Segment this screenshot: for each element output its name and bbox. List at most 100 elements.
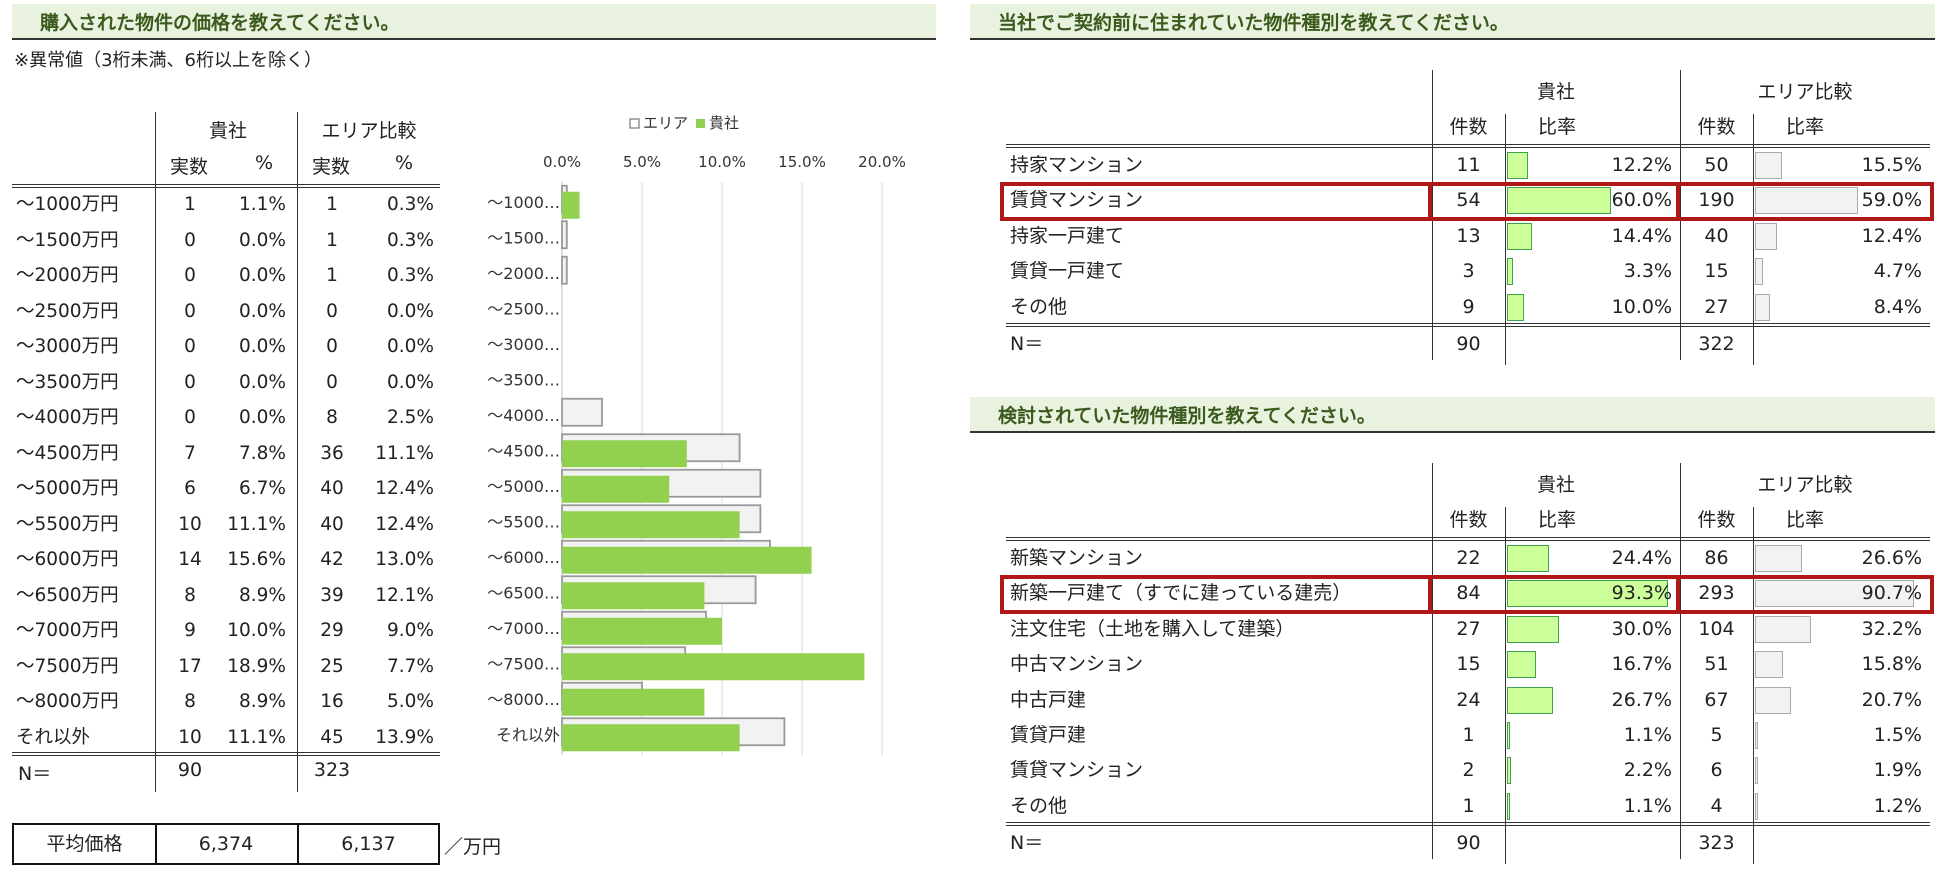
n-own: 90 [1456, 832, 1481, 855]
own-ratio: 1.1% [1623, 794, 1672, 817]
area-count: 190 [1698, 189, 1735, 212]
row-label: ～7500万円 [16, 655, 119, 677]
own-count: 0 [184, 229, 196, 251]
category-label: ～2000… [487, 264, 560, 283]
table-row: ～1500万円 0 0.0% 1 0.3% [12, 223, 440, 258]
left-header-rule [12, 184, 440, 188]
area-ratio: 1.2% [1873, 794, 1922, 817]
own-ratio: 26.7% [1611, 688, 1672, 711]
row-label: その他 [1010, 794, 1068, 817]
avg-price-label: 平均価格 [12, 823, 157, 865]
avg-price-area: 6,137 [297, 823, 440, 865]
row-label: 中古戸建 [1010, 688, 1087, 711]
area-ratio: 59.0% [1861, 189, 1922, 212]
own-ratio-header: 比率 [1538, 116, 1577, 138]
own-pct: 0.0% [239, 300, 286, 322]
own-ratio: 60.0% [1611, 189, 1672, 212]
area-ratio: 15.5% [1861, 154, 1922, 176]
left-n-label: N＝ [18, 763, 52, 785]
category-label: ～4000… [487, 406, 560, 425]
left-n-rule [12, 752, 440, 756]
own-count: 8 [184, 584, 196, 606]
area-count: 29 [320, 620, 344, 641]
own-ratio: 2.2% [1623, 759, 1672, 782]
table-row: ～6500万円 8 8.9% 39 12.1% [12, 578, 440, 613]
area-ratio-bar [1755, 722, 1758, 749]
price-section-title: 購入された物件の価格を教えてください。 [40, 12, 400, 34]
own-pct: 8.9% [239, 691, 286, 712]
area-pct: 12.4% [375, 478, 434, 499]
area-pct: 0.3% [387, 229, 434, 251]
own-pct: 1.1% [239, 194, 286, 215]
left-n-area: 323 [313, 759, 351, 781]
area-ratio-header: 比率 [1786, 509, 1825, 531]
row-label: ～2000万円 [16, 265, 119, 286]
own-ratio-bar [1507, 686, 1554, 714]
own-count: 9 [184, 620, 196, 641]
row-label: ～8000万円 [16, 691, 119, 712]
own-count-header: 実数 [170, 156, 209, 178]
own-count: 15 [1456, 653, 1481, 676]
own-pct: 8.9% [239, 584, 286, 606]
area-count: 104 [1698, 617, 1735, 640]
own-count: 9 [1462, 295, 1475, 318]
row-label: ～1000万円 [16, 194, 119, 215]
vline [1505, 114, 1506, 365]
own-count: 10 [178, 726, 202, 748]
area-ratio-bar [1755, 580, 1914, 608]
own-count: 0 [184, 336, 196, 357]
area-ratio-bar [1755, 757, 1759, 785]
area-pct: 7.7% [387, 655, 434, 677]
considered-type-header: 検討されていた物件種別を教えてください。 [970, 397, 1935, 433]
area-ratio-bar [1755, 792, 1758, 820]
area-ratio: 4.7% [1873, 260, 1922, 283]
area-ratio-bar [1755, 293, 1770, 321]
own-ratio: 1.1% [1623, 724, 1672, 746]
own-count: 10 [178, 513, 202, 535]
row-label: 新築マンション [1010, 547, 1144, 569]
area-bar [561, 397, 603, 427]
area-count: 0 [326, 300, 338, 322]
area-pct: 2.5% [387, 407, 434, 428]
own-ratio: 93.3% [1611, 582, 1672, 605]
row-label: 賃貸マンション [1010, 189, 1144, 212]
area-group-header: エリア比較 [1757, 474, 1853, 496]
own-group-header: 貴社 [208, 120, 247, 142]
own-bar [562, 191, 580, 219]
area-pct: 0.3% [387, 265, 434, 286]
own-ratio-bar [1507, 258, 1513, 286]
area-ratio: 32.2% [1861, 617, 1922, 640]
own-count-header: 件数 [1449, 116, 1488, 138]
own-count: 11 [1456, 154, 1481, 176]
vline [1505, 507, 1506, 865]
vline [1753, 114, 1754, 365]
own-count: 17 [178, 655, 202, 677]
x-tick-label: 0.0% [543, 153, 581, 171]
row-label: ～6500万円 [16, 584, 119, 606]
area-pct: 9.0% [387, 620, 434, 641]
area-ratio: 15.8% [1861, 653, 1922, 676]
highlight-box-area [1676, 575, 1934, 615]
own-pct: 11.1% [227, 726, 286, 748]
own-ratio: 14.4% [1611, 224, 1672, 247]
area-count-header: 件数 [1697, 509, 1736, 531]
row-label: 中古マンション [1010, 653, 1144, 676]
own-count: 7 [184, 442, 196, 464]
own-ratio-bar [1507, 615, 1559, 643]
vline [1680, 70, 1681, 360]
own-pct: 0.0% [239, 407, 286, 428]
header-rule [1006, 144, 1930, 148]
row-label: その他 [1010, 295, 1068, 318]
table-row: ～6000万円 14 15.6% 42 13.0% [12, 542, 440, 577]
table-row: ～5000万円 6 6.7% 40 12.4% [12, 471, 440, 506]
own-count: 6 [184, 478, 196, 499]
area-count: 50 [1704, 154, 1729, 176]
area-count: 0 [326, 336, 338, 357]
own-bar [562, 546, 812, 574]
row-label: ～5500万円 [16, 513, 119, 535]
table-row: ～3000万円 0 0.0% 0 0.0% [12, 329, 440, 364]
own-ratio-bar [1507, 722, 1510, 749]
row-label: ～1500万円 [16, 229, 119, 251]
own-count: 0 [184, 265, 196, 286]
own-ratio: 3.3% [1623, 260, 1672, 283]
